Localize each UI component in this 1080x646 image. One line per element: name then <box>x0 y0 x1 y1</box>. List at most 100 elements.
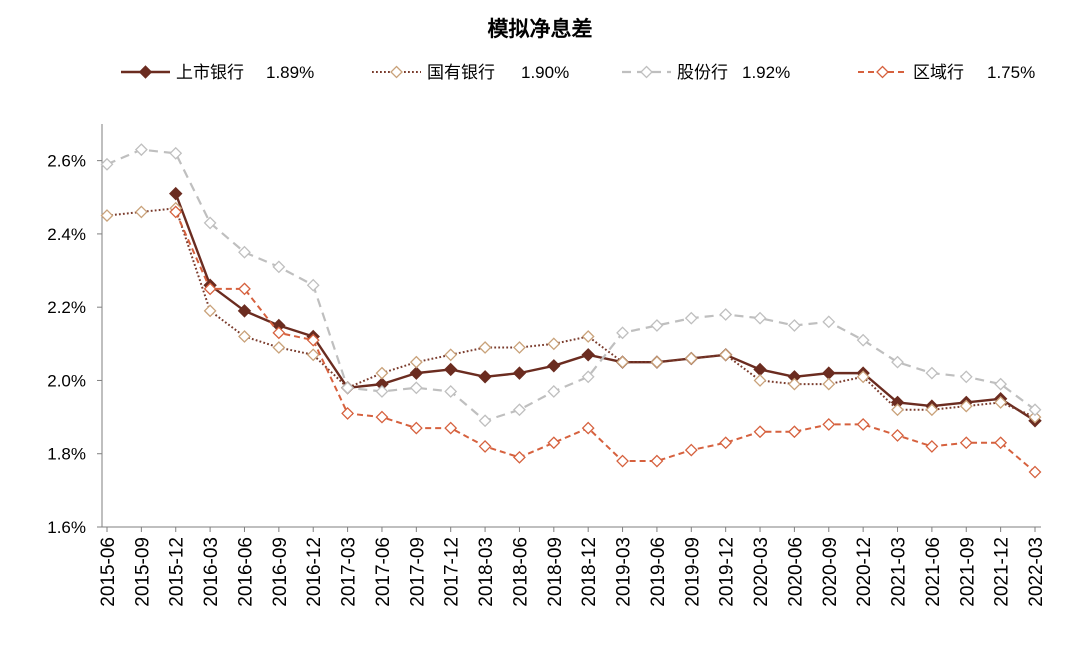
series-line-regional-banks <box>174 211 1036 473</box>
data-point-regional-banks <box>478 439 492 453</box>
data-point-state-owned-banks <box>1028 410 1042 424</box>
legend-label: 上市银行 <box>176 63 244 82</box>
x-tick-label: 2018-09 <box>545 537 566 607</box>
data-point-state-owned-banks <box>753 374 767 387</box>
data-point-regional-banks <box>547 436 561 450</box>
data-point-regional-banks <box>238 282 251 296</box>
data-point-state-owned-banks <box>650 355 664 369</box>
legend-label: 国有银行 <box>427 63 495 82</box>
data-point-listed-banks <box>409 366 424 380</box>
plot-area <box>100 143 1042 479</box>
data-point-state-owned-banks <box>994 396 1008 409</box>
data-point-regional-banks <box>341 407 355 420</box>
data-point-state-owned-banks <box>100 209 114 223</box>
x-tick-label: 2020-06 <box>785 537 806 607</box>
y-tick-label: 1.6% <box>47 518 86 537</box>
data-point-state-owned-banks <box>375 366 389 380</box>
data-point-regional-banks <box>822 417 836 431</box>
x-tick-label: 2020-03 <box>751 537 772 607</box>
data-point-state-owned-banks <box>822 377 836 391</box>
data-point-regional-banks <box>203 282 217 296</box>
data-point-joint-stock-banks <box>1028 403 1042 417</box>
data-point-regional-banks <box>616 454 629 468</box>
x-tick-label: 2021-03 <box>889 537 910 607</box>
data-point-joint-stock-banks <box>100 157 114 171</box>
y-tick-label: 2.2% <box>47 298 86 317</box>
data-point-joint-stock-banks <box>822 315 836 329</box>
x-tick-label: 2016-09 <box>270 537 291 607</box>
data-point-state-owned-banks <box>891 403 904 417</box>
x-tick-label: 2017-03 <box>339 537 360 607</box>
data-point-state-owned-banks <box>203 304 217 318</box>
data-point-state-owned-banks <box>616 355 629 369</box>
chart-title: 模拟净息差 <box>488 17 593 41</box>
legend-item-state-owned-banks: 国有银行 1.90% <box>372 63 569 82</box>
legend-item-listed-banks: 上市银行 1.89% <box>121 63 314 82</box>
data-point-regional-banks <box>787 425 801 439</box>
data-point-regional-banks <box>306 333 320 347</box>
legend-label: 股份行 <box>677 63 728 82</box>
series-line-state-owned-banks <box>106 207 1036 419</box>
x-tick-label: 2016-12 <box>304 537 325 607</box>
legend-marker-swatch <box>640 65 653 79</box>
data-point-regional-banks <box>753 425 767 439</box>
data-point-regional-banks <box>169 205 183 219</box>
data-point-regional-banks <box>891 428 904 442</box>
data-point-regional-banks <box>272 326 286 340</box>
legend-marker-swatch <box>138 65 153 79</box>
x-tick-label: 2022-03 <box>1026 537 1047 607</box>
data-point-state-owned-banks <box>272 341 286 354</box>
data-point-joint-stock-banks <box>581 370 595 384</box>
x-tick-label: 2015-09 <box>132 537 153 607</box>
data-point-state-owned-banks <box>513 341 526 354</box>
x-tick-label: 2017-09 <box>407 537 428 607</box>
data-point-joint-stock-banks <box>753 311 767 325</box>
data-point-joint-stock-banks <box>959 370 973 384</box>
data-point-state-owned-banks <box>409 355 423 369</box>
data-point-listed-banks <box>169 186 183 201</box>
legend: 上市银行 1.89% 国有银行 1.90% 股份行 1.92% 区域行 1.75% <box>121 63 1035 82</box>
x-tick-label: 2015-12 <box>167 537 188 607</box>
x-tick-label: 2021-12 <box>992 537 1013 607</box>
y-tick-label: 2.0% <box>47 371 86 390</box>
data-point-joint-stock-banks <box>891 355 904 369</box>
x-tick-label: 2020-09 <box>820 537 841 607</box>
data-point-regional-banks <box>684 443 698 457</box>
legend-item-regional-banks: 区域行 1.75% <box>858 63 1035 82</box>
x-tick-label: 2018-06 <box>510 537 531 607</box>
x-tick-label: 2018-03 <box>476 537 497 607</box>
data-point-listed-banks <box>547 359 561 373</box>
data-point-listed-banks <box>443 362 458 377</box>
x-tick-label: 2020-12 <box>854 537 875 607</box>
data-point-joint-stock-banks <box>547 385 561 398</box>
y-tick-label: 1.8% <box>47 445 86 464</box>
x-tick-label: 2015-06 <box>98 537 119 607</box>
x-tick-label: 2019-09 <box>682 537 703 607</box>
data-point-listed-banks <box>237 304 252 318</box>
data-point-regional-banks <box>925 439 939 453</box>
legend-value: 1.89% <box>266 63 314 82</box>
x-tick-label: 2019-03 <box>614 537 635 607</box>
x-tick-label: 2017-06 <box>373 537 394 607</box>
x-tick-label: 2021-06 <box>923 537 944 607</box>
data-point-state-owned-banks <box>719 348 733 362</box>
data-point-state-owned-banks <box>581 330 595 343</box>
data-point-regional-banks <box>581 421 595 435</box>
data-point-state-owned-banks <box>478 341 492 354</box>
data-point-state-owned-banks <box>444 348 458 362</box>
series-line-listed-banks <box>174 193 1036 422</box>
data-point-listed-banks <box>478 370 492 384</box>
data-point-state-owned-banks <box>925 403 939 417</box>
data-point-state-owned-banks <box>856 370 870 384</box>
legend-value: 1.92% <box>742 63 790 82</box>
x-tick-label: 2016-06 <box>235 537 256 607</box>
series-joint-stock-banks <box>100 143 1042 428</box>
data-point-joint-stock-banks <box>994 377 1008 391</box>
y-tick-label: 2.4% <box>47 225 86 244</box>
data-point-regional-banks <box>409 421 423 435</box>
x-tick-label: 2017-12 <box>442 537 463 607</box>
data-point-listed-banks <box>512 366 527 380</box>
data-point-joint-stock-banks <box>238 245 251 259</box>
data-point-state-owned-banks <box>306 348 320 362</box>
